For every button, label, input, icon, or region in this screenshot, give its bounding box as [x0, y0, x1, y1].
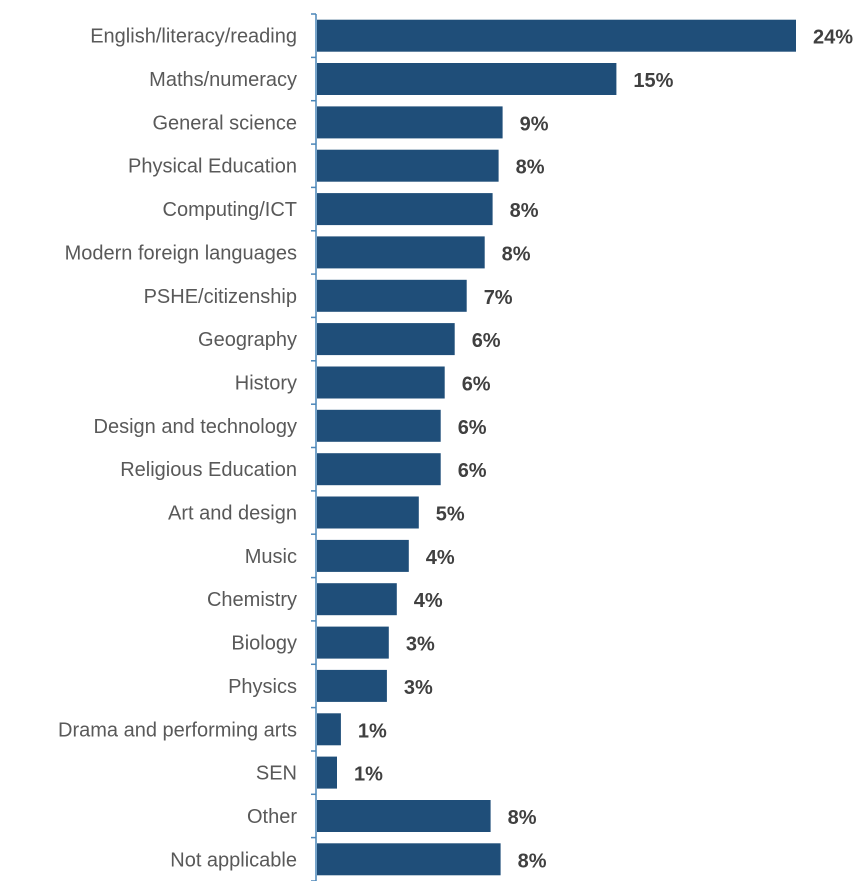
category-label-sen: SEN — [256, 763, 297, 785]
bar-history — [317, 366, 445, 399]
category-label-pshe-citizenship: PSHE/citizenship — [144, 286, 297, 308]
bar-general-science — [317, 106, 503, 139]
bar-religious-education — [317, 453, 441, 486]
category-label-general-science: General science — [152, 112, 297, 134]
value-label-design-and-technology: 6% — [458, 417, 487, 439]
bar-pshe-citizenship — [317, 279, 467, 312]
category-label-history: History — [235, 373, 297, 395]
category-label-not-applicable: Not applicable — [170, 849, 297, 871]
value-label-general-science: 9% — [520, 113, 549, 135]
value-label-physics: 3% — [404, 677, 433, 699]
bar-sen — [317, 756, 337, 789]
category-label-religious-education: Religious Education — [120, 459, 297, 481]
value-label-computing-ict: 8% — [510, 200, 539, 222]
value-label-chemistry: 4% — [414, 590, 443, 612]
category-label-geography: Geography — [198, 329, 297, 351]
category-labels-group: English/literacy/reading Maths/numeracy Ge… — [58, 26, 297, 872]
value-label-geography: 6% — [472, 330, 501, 352]
bar-biology — [317, 626, 389, 659]
category-label-drama-and-performing-arts: Drama and performing arts — [58, 719, 297, 741]
bar-other — [317, 800, 491, 832]
bar-not-applicable — [317, 843, 501, 876]
category-label-modern-foreign-languages: Modern foreign languages — [65, 242, 297, 264]
value-label-english-literacy-reading: 24% — [813, 27, 853, 49]
value-label-not-applicable: 8% — [518, 850, 547, 872]
category-label-biology: Biology — [231, 633, 297, 655]
bar-design-and-technology — [317, 409, 441, 442]
bar-music — [317, 539, 409, 572]
category-label-music: Music — [245, 546, 297, 568]
bar-chemistry — [317, 583, 397, 616]
value-label-religious-education: 6% — [458, 460, 487, 482]
category-label-physics: Physics — [228, 676, 297, 698]
category-label-other: Other — [247, 806, 297, 828]
bar-english-literacy-reading — [317, 19, 796, 52]
bar-maths-numeracy — [317, 63, 617, 95]
bar-drama-and-performing-arts — [317, 713, 341, 746]
value-label-music: 4% — [426, 547, 455, 569]
value-label-pshe-citizenship: 7% — [484, 287, 513, 309]
y-axis — [311, 13, 317, 881]
bar-physical-education — [317, 149, 499, 182]
value-label-maths-numeracy: 15% — [633, 70, 673, 92]
bar-art-and-design — [317, 496, 419, 529]
bar-computing-ict — [317, 193, 493, 226]
value-label-modern-foreign-languages: 8% — [502, 243, 531, 265]
value-label-other: 8% — [508, 807, 537, 829]
value-label-history: 6% — [462, 374, 491, 396]
category-label-maths-numeracy: Maths/numeracy — [149, 69, 297, 91]
value-label-art-and-design: 5% — [436, 504, 465, 526]
category-label-chemistry: Chemistry — [207, 589, 297, 611]
category-label-physical-education: Physical Education — [128, 156, 297, 178]
bar-physics — [317, 669, 387, 702]
value-label-sen: 1% — [354, 764, 383, 786]
category-label-computing-ict: Computing/ICT — [163, 199, 298, 221]
category-label-design-and-technology: Design and technology — [94, 416, 297, 438]
bar-modern-foreign-languages — [317, 236, 485, 269]
value-label-biology: 3% — [406, 634, 435, 656]
category-label-art-and-design: Art and design — [168, 503, 297, 525]
value-label-physical-education: 8% — [516, 157, 545, 179]
bars-group — [317, 19, 796, 876]
value-label-drama-and-performing-arts: 1% — [358, 720, 387, 742]
category-label-english-literacy-reading: English/literacy/reading — [90, 26, 297, 48]
value-labels-group: 24% 15% 9% 8% 8% 8% 7% 6% 6% 6% 6% 5% 4% 4% 3% 3% 1% 1% 8%… — [354, 27, 853, 873]
bar-geography — [317, 323, 455, 356]
